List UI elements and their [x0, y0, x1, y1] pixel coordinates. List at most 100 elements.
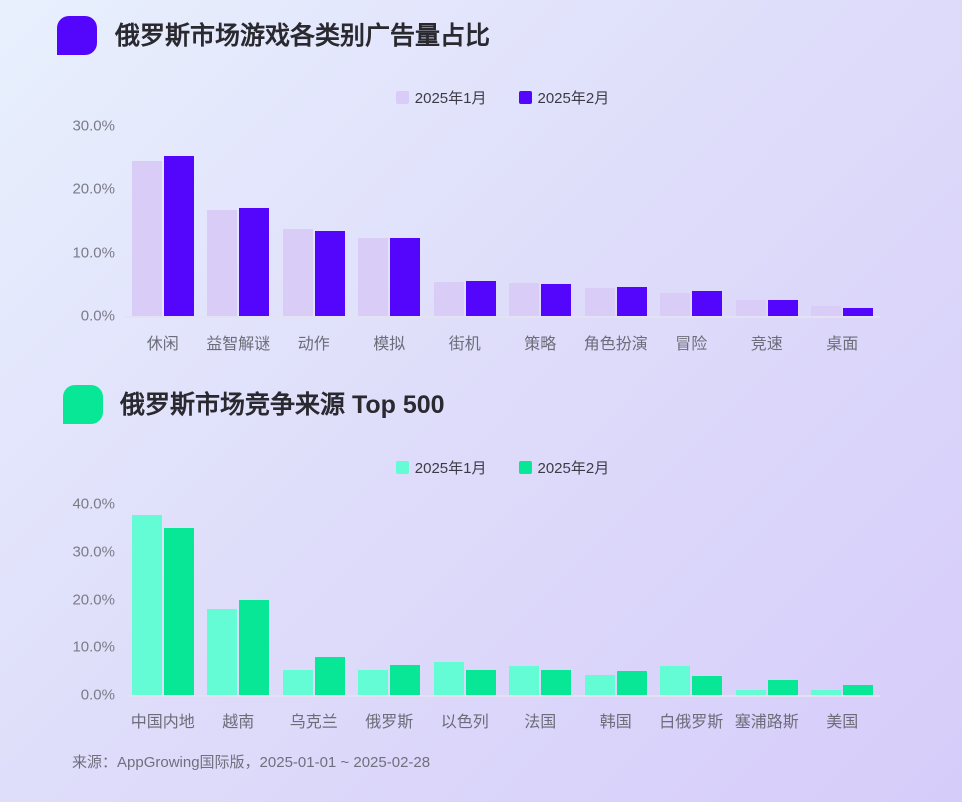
bar-group: [125, 504, 201, 695]
legend-label: 2025年1月: [414, 89, 487, 107]
bar: [811, 689, 842, 695]
bar-group: [654, 126, 730, 316]
bar-group: [276, 504, 352, 695]
bar: [541, 284, 572, 316]
bar: [843, 307, 874, 316]
bar: [616, 670, 647, 695]
y-axis-labels: 0.0% 10.0% 20.0% 30.0%: [40, 118, 115, 325]
legend-swatch-icon: [395, 90, 409, 104]
x-axis-label: 以色列: [440, 714, 489, 731]
bar: [163, 527, 194, 695]
bar-group: [503, 504, 579, 695]
bar: [843, 684, 874, 695]
bar: [282, 228, 313, 316]
x-axis-label: 街机: [448, 336, 481, 353]
x-axis-labels: 休闲 益智解谜 动作 模拟 街机 策略 角色扮演 冒险 竞速 桌面: [125, 330, 880, 354]
x-axis-label: 益智解谜: [206, 336, 271, 353]
legend-item: 2025年1月: [395, 87, 487, 108]
x-axis-label: 美国: [826, 714, 859, 731]
bar: [390, 665, 421, 695]
bar: [465, 280, 496, 316]
bar: [584, 288, 615, 316]
y-tick-label: 10.0%: [72, 638, 115, 656]
legend-item: 2025年2月: [518, 87, 610, 108]
bar-group: [201, 126, 277, 316]
x-axis-label: 模拟: [373, 336, 406, 353]
bar: [692, 290, 723, 316]
legend-swatch-icon: [518, 460, 532, 474]
bar-group: [805, 126, 881, 316]
bar: [767, 299, 798, 316]
plot-area: [125, 126, 880, 318]
legend: 2025年1月 2025年2月: [125, 87, 880, 108]
y-tick-label: 0.0%: [80, 307, 115, 325]
legend-swatch-icon: [518, 90, 532, 104]
x-axis-label: 策略: [524, 336, 557, 353]
legend-label: 2025年1月: [414, 459, 487, 477]
bar: [282, 670, 313, 695]
bar: [358, 670, 389, 695]
bar: [616, 286, 647, 316]
bar: [811, 305, 842, 316]
y-axis-labels: 0.0% 10.0% 20.0% 30.0% 40.0%: [40, 496, 115, 704]
bar: [390, 238, 421, 316]
bar-group: [352, 504, 428, 695]
legend-item: 2025年1月: [395, 457, 487, 478]
bar: [509, 666, 540, 695]
x-axis-label: 动作: [297, 336, 330, 353]
bar-group: [729, 126, 805, 316]
y-tick-label: 20.0%: [72, 180, 115, 198]
x-axis-label: 韩国: [599, 714, 632, 731]
bar: [314, 231, 345, 316]
y-tick-label: 30.0%: [72, 543, 115, 561]
bar: [767, 679, 798, 695]
bar: [239, 599, 270, 695]
x-axis-label: 角色扮演: [583, 336, 648, 353]
chart-title: 俄罗斯市场游戏各类别广告量占比: [115, 22, 491, 50]
bar-group: [427, 504, 503, 695]
y-tick-label: 20.0%: [72, 591, 115, 608]
plot-area: [125, 504, 880, 697]
y-tick-label: 10.0%: [72, 244, 115, 262]
bar: [131, 514, 162, 695]
bar: [735, 299, 766, 316]
y-tick-label: 0.0%: [80, 686, 115, 704]
x-axis-label: 法国: [524, 714, 557, 731]
bar: [584, 675, 615, 695]
bar: [465, 670, 496, 695]
y-tick-label: 40.0%: [72, 495, 115, 513]
bar-group: [427, 126, 503, 316]
legend: 2025年1月 2025年2月: [125, 457, 880, 478]
source-note: 来源：AppGrowing国际版，2025-01-01 ~ 2025-02-28: [72, 754, 431, 771]
bar: [660, 293, 691, 316]
bar: [509, 283, 540, 316]
bar: [692, 675, 723, 695]
bar-group: [276, 126, 352, 316]
bar: [433, 661, 464, 695]
x-axis-label: 白俄罗斯: [659, 714, 724, 731]
bar-group: [503, 126, 579, 316]
bar: [207, 210, 238, 316]
x-axis-label: 乌克兰: [289, 714, 338, 731]
legend-label: 2025年2月: [537, 89, 610, 107]
legend-label: 2025年2月: [537, 459, 610, 477]
bar: [735, 690, 766, 695]
x-axis-label: 休闲: [146, 336, 179, 353]
x-axis-label: 竞速: [750, 336, 783, 353]
bar-group: [805, 504, 881, 695]
bar-group: [578, 126, 654, 316]
bar-group: [578, 504, 654, 695]
x-axis-labels: 中国内地 越南 乌克兰 俄罗斯 以色列 法国 韩国 白俄罗斯 塞浦路斯 美国: [125, 708, 880, 732]
title-marker-icon: [57, 16, 97, 55]
title-marker-icon: [63, 385, 103, 424]
x-axis-label: 桌面: [826, 336, 859, 353]
bar-group: [352, 126, 428, 316]
legend-swatch-icon: [395, 460, 409, 474]
bar: [358, 238, 389, 316]
bar: [239, 208, 270, 316]
bar: [131, 161, 162, 316]
bar: [660, 666, 691, 695]
bar: [163, 156, 194, 316]
y-tick-label: 30.0%: [72, 117, 115, 135]
